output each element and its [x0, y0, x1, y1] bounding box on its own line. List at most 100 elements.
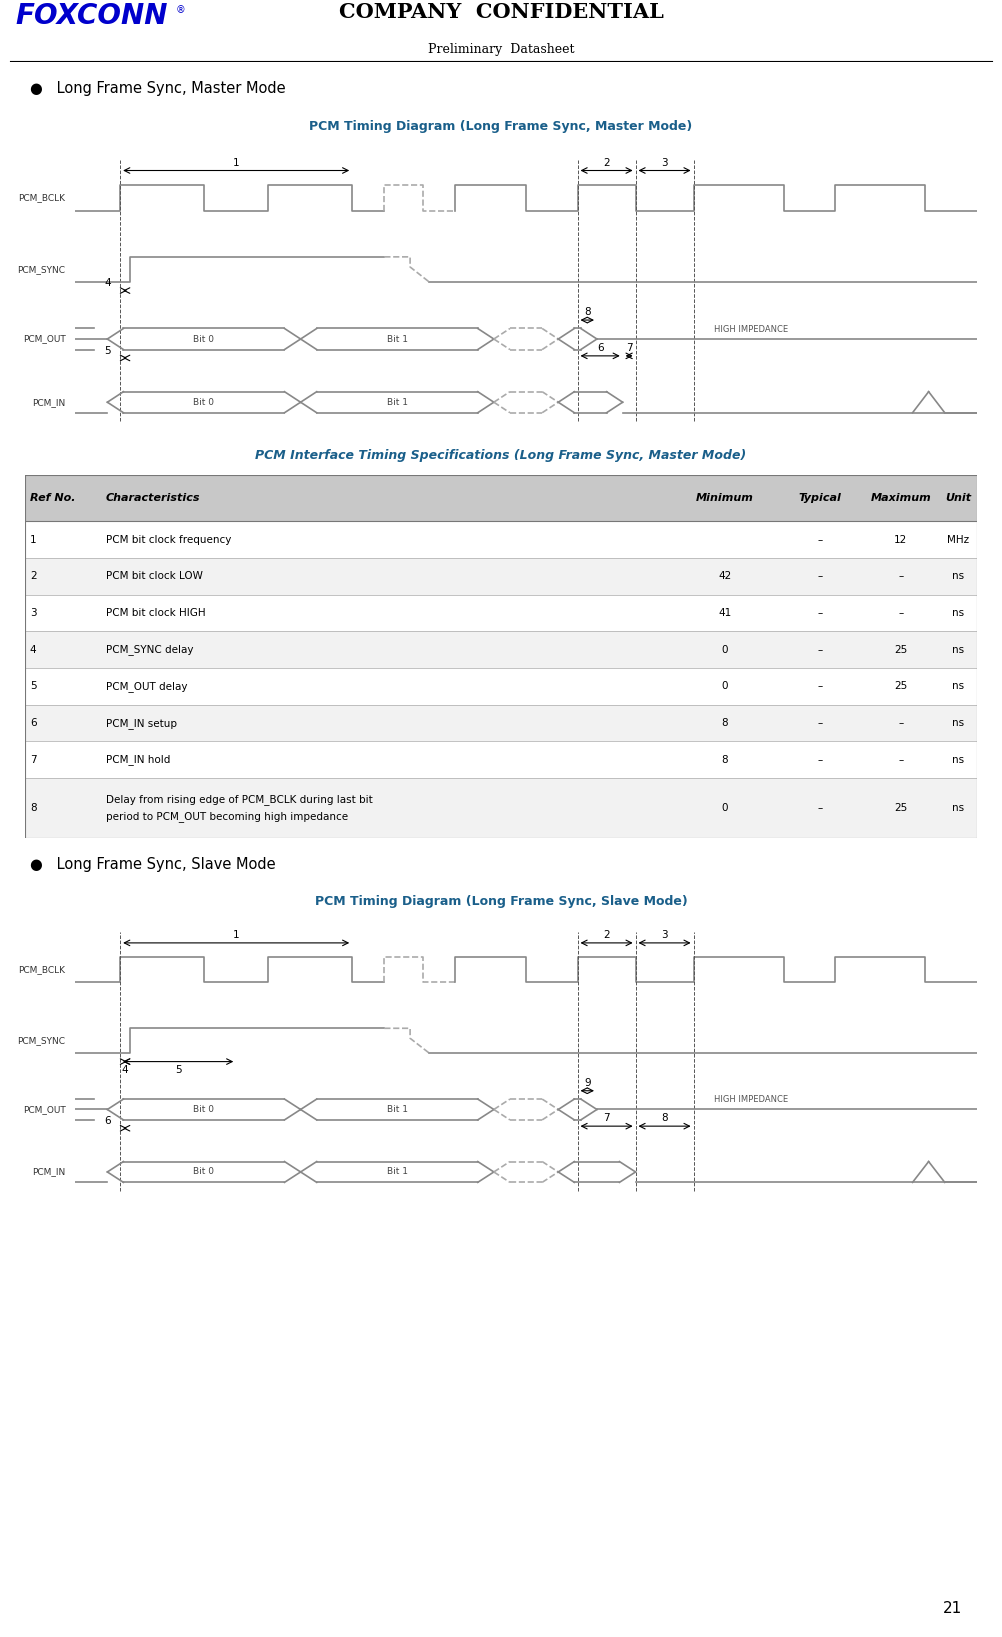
Text: 0: 0 [721, 645, 727, 655]
Text: ns: ns [952, 719, 964, 728]
Text: –: – [898, 607, 904, 619]
Text: 0: 0 [721, 804, 727, 814]
Text: Ref No.: Ref No. [30, 493, 75, 503]
Text: 4: 4 [121, 1064, 128, 1074]
Text: Bit 1: Bit 1 [387, 398, 408, 406]
Text: 4: 4 [30, 645, 36, 655]
Text: –: – [818, 755, 823, 764]
Text: 3: 3 [661, 930, 668, 940]
Text: PCM_IN: PCM_IN [32, 398, 65, 406]
Text: Delay from rising edge of PCM_BCLK during last bit: Delay from rising edge of PCM_BCLK durin… [106, 794, 373, 805]
Text: Characteristics: Characteristics [106, 493, 200, 503]
Text: PCM Timing Diagram (Long Frame Sync, Slave Mode): PCM Timing Diagram (Long Frame Sync, Sla… [315, 895, 687, 909]
Text: PCM bit clock HIGH: PCM bit clock HIGH [106, 607, 205, 619]
Text: –: – [818, 804, 823, 814]
Text: PCM_OUT: PCM_OUT [23, 334, 65, 344]
Text: 1: 1 [232, 157, 239, 167]
Text: ns: ns [952, 804, 964, 814]
Text: Bit 1: Bit 1 [387, 1167, 408, 1177]
Text: –: – [818, 645, 823, 655]
Text: 21: 21 [943, 1601, 962, 1616]
Text: MHz: MHz [947, 535, 969, 545]
Text: PCM Interface Timing Specifications (Long Frame Sync, Master Mode): PCM Interface Timing Specifications (Lon… [256, 449, 746, 462]
Text: 4: 4 [104, 278, 110, 288]
Text: Bit 1: Bit 1 [387, 334, 408, 344]
Text: 5: 5 [175, 1064, 181, 1074]
Text: 12: 12 [894, 535, 908, 545]
Text: PCM_OUT delay: PCM_OUT delay [106, 681, 187, 692]
Text: PCM_OUT: PCM_OUT [23, 1105, 65, 1115]
Bar [25, 558, 977, 594]
Text: Bit 0: Bit 0 [193, 334, 214, 344]
Text: Bit 0: Bit 0 [193, 1167, 214, 1177]
Text: –: – [898, 755, 904, 764]
Text: –: – [818, 571, 823, 581]
Bar [25, 778, 977, 838]
Text: PCM bit clock LOW: PCM bit clock LOW [106, 571, 202, 581]
Text: PCM_BCLK: PCM_BCLK [18, 193, 65, 203]
Text: 41: 41 [718, 607, 731, 619]
Text: Bit 0: Bit 0 [193, 398, 214, 406]
Text: COMPANY  CONFIDENTIAL: COMPANY CONFIDENTIAL [339, 2, 663, 23]
Text: ns: ns [952, 645, 964, 655]
Text: 9: 9 [584, 1077, 590, 1089]
Text: PCM_SYNC: PCM_SYNC [17, 1036, 65, 1046]
Text: 8: 8 [661, 1113, 668, 1123]
Text: Minimum: Minimum [695, 493, 754, 503]
Text: ●   Long Frame Sync, Master Mode: ● Long Frame Sync, Master Mode [30, 80, 286, 97]
Text: PCM_SYNC delay: PCM_SYNC delay [106, 645, 193, 655]
Text: ns: ns [952, 607, 964, 619]
Text: –: – [818, 719, 823, 728]
Text: 1: 1 [30, 535, 36, 545]
Text: PCM bit clock frequency: PCM bit clock frequency [106, 535, 231, 545]
Text: PCM Timing Diagram (Long Frame Sync, Master Mode): PCM Timing Diagram (Long Frame Sync, Mas… [310, 120, 692, 133]
Text: Unit: Unit [945, 493, 971, 503]
Text: HIGH IMPEDANCE: HIGH IMPEDANCE [714, 1095, 789, 1105]
Text: FOXCONN: FOXCONN [15, 2, 167, 29]
Text: PCM_IN: PCM_IN [32, 1167, 65, 1177]
Text: 3: 3 [30, 607, 36, 619]
Text: –: – [818, 607, 823, 619]
Text: 6: 6 [104, 1116, 110, 1126]
Bar [25, 475, 977, 522]
Text: 25: 25 [894, 681, 908, 691]
Text: PCM_IN hold: PCM_IN hold [106, 755, 170, 764]
Text: 7: 7 [626, 342, 632, 354]
Text: 1: 1 [232, 930, 239, 940]
Text: 2: 2 [30, 571, 36, 581]
Text: 25: 25 [894, 804, 908, 814]
Text: ns: ns [952, 681, 964, 691]
Text: 5: 5 [30, 681, 36, 691]
Text: 6: 6 [30, 719, 36, 728]
Text: 8: 8 [721, 719, 728, 728]
Text: PCM_SYNC: PCM_SYNC [17, 265, 65, 273]
Text: 3: 3 [661, 157, 668, 167]
Text: 8: 8 [584, 308, 590, 318]
Text: ●   Long Frame Sync, Slave Mode: ● Long Frame Sync, Slave Mode [30, 856, 276, 873]
Text: 2: 2 [603, 157, 610, 167]
Bar [25, 706, 977, 742]
Text: PCM_BCLK: PCM_BCLK [18, 966, 65, 974]
Text: –: – [898, 719, 904, 728]
Bar [25, 632, 977, 668]
Text: Bit 1: Bit 1 [387, 1105, 408, 1115]
Text: 25: 25 [894, 645, 908, 655]
Text: 8: 8 [30, 804, 36, 814]
Text: ns: ns [952, 755, 964, 764]
Text: 0: 0 [721, 681, 727, 691]
Text: 5: 5 [104, 345, 110, 355]
Text: Preliminary  Datasheet: Preliminary Datasheet [428, 43, 574, 56]
Text: 7: 7 [30, 755, 36, 764]
Text: –: – [818, 535, 823, 545]
Text: 7: 7 [603, 1113, 610, 1123]
Text: ®: ® [175, 5, 185, 15]
Text: 42: 42 [718, 571, 731, 581]
Text: –: – [898, 571, 904, 581]
Text: 2: 2 [603, 930, 610, 940]
Text: 6: 6 [597, 342, 603, 354]
Text: Typical: Typical [799, 493, 842, 503]
Text: Maximum: Maximum [871, 493, 931, 503]
Text: 8: 8 [721, 755, 728, 764]
Text: PCM_IN setup: PCM_IN setup [106, 717, 177, 728]
Text: period to PCM_OUT becoming high impedance: period to PCM_OUT becoming high impedanc… [106, 810, 348, 822]
